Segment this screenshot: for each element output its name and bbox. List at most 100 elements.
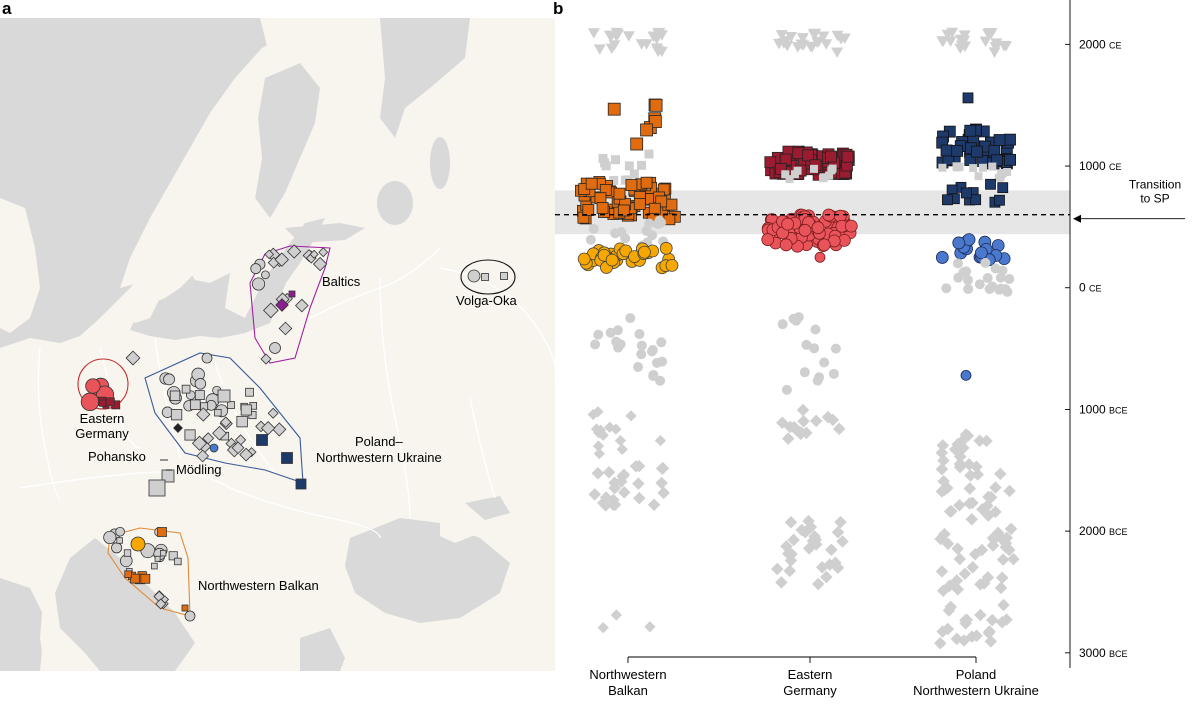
grey-circle-point — [941, 283, 952, 294]
map-orange-square — [140, 573, 151, 584]
grey-circle-point — [644, 218, 655, 229]
grey-diamond-point — [936, 439, 950, 452]
grey-diamond-point — [825, 543, 838, 556]
grey-square-point — [620, 175, 630, 185]
aegean-sea — [300, 628, 345, 671]
grey-diamond-point — [974, 578, 987, 591]
map-grey-square — [159, 549, 167, 557]
germany-circle-point — [811, 221, 825, 235]
dates-chart: 2000 CE 1000 CE 0 CE 1000 BCE 2000 BCE 3000 B… — [555, 0, 1185, 698]
poland-square-point — [960, 187, 972, 199]
grey-diamond-point — [608, 498, 622, 512]
grey-diamond-point — [966, 561, 979, 574]
grey-diamond-point — [592, 406, 604, 418]
grey-diamond-point — [602, 465, 616, 479]
grey-circle-point — [997, 265, 1008, 276]
map-grey-diamond — [278, 321, 293, 336]
grey-circle-point — [810, 324, 821, 335]
baltics-outline — [249, 245, 331, 364]
lake-onega — [430, 137, 450, 189]
label-pohansko: Pohansko — [88, 449, 146, 464]
grey-triangle-point — [651, 45, 664, 56]
grey-diamond-point — [995, 532, 1008, 545]
grey-circle-point — [634, 329, 645, 340]
grey-diamond-point — [950, 632, 964, 646]
grey-diamond-point — [996, 553, 1010, 566]
grey-diamond-point — [995, 616, 1009, 629]
grey-triangle-point — [650, 34, 663, 45]
grey-circle-point — [1000, 284, 1011, 295]
grey-square-point — [974, 172, 983, 181]
grey-diamond-point — [994, 467, 1007, 481]
grey-diamond-point — [941, 622, 955, 636]
grey-diamond-point — [770, 562, 784, 576]
map-site-markers — [80, 244, 508, 622]
map-grey-diamond — [287, 244, 302, 259]
map-orange-square — [124, 570, 132, 579]
scandinavia — [120, 23, 330, 288]
river-elbe — [99, 347, 141, 449]
grey-diamond-point — [647, 498, 661, 512]
balkan-square-point — [596, 202, 609, 214]
germany-square-point — [824, 150, 837, 163]
map-grey-circle — [261, 270, 270, 280]
map-grey-diamond — [260, 420, 276, 436]
river-oder — [154, 337, 181, 459]
grey-circle-point — [828, 368, 839, 379]
y-tick-label: 1000 CE — [1079, 159, 1122, 173]
grey-triangle-point — [831, 30, 844, 42]
grey-diamond-point — [590, 423, 603, 435]
grey-diamond-point — [1004, 522, 1018, 536]
balkan-circle-point — [665, 258, 679, 272]
y-tick-label: 0 CE — [1079, 281, 1102, 295]
grey-triangle-point — [608, 40, 621, 51]
grey-diamond-point — [784, 516, 798, 529]
grey-triangle-point — [809, 28, 822, 40]
white-sea — [380, 18, 470, 138]
grey-diamond-point — [999, 540, 1013, 554]
balkan-square-point — [594, 192, 607, 205]
adriatic-sea — [40, 538, 195, 671]
grey-triangle-point — [652, 28, 665, 39]
poland-square-point — [1004, 133, 1016, 146]
grey-triangle-point — [831, 47, 844, 58]
map-grey-circle — [251, 277, 266, 291]
balkan-square-point — [585, 177, 598, 190]
map-grey-square — [123, 549, 132, 557]
map-grey-diamond — [274, 252, 289, 267]
grey-triangle-point — [796, 33, 809, 44]
map-grey-square — [481, 273, 489, 281]
grey-diamond-point — [966, 496, 979, 510]
poland-square-point — [951, 144, 964, 157]
grey-square-point — [809, 164, 818, 173]
grey-square-point — [819, 174, 828, 183]
lake-ladoga — [377, 181, 413, 225]
tyrrhenian-sea — [0, 578, 45, 671]
map-grey-square-modling — [148, 479, 166, 497]
grey-triangle-point — [990, 42, 1003, 53]
x-tick-label: Balkan — [608, 683, 648, 698]
panel-label-b: b — [553, 0, 564, 18]
map-grey-diamond — [263, 302, 279, 319]
grey-circle-point — [984, 283, 995, 294]
grey-square-point — [644, 149, 654, 159]
grey-square-point — [785, 175, 794, 184]
grey-diamond-point — [782, 547, 795, 560]
poland-square-point — [985, 178, 996, 190]
germany-square-point — [774, 163, 787, 175]
grey-circle-point — [830, 343, 841, 354]
grey-diamond-point — [986, 613, 999, 627]
map-grey-diamond — [125, 350, 141, 366]
grey-diamond-point — [970, 460, 983, 473]
grey-triangle-point — [587, 28, 600, 39]
grey-diamond-point — [797, 414, 810, 428]
grey-diamond-point — [617, 468, 631, 482]
map-red-square — [99, 399, 107, 407]
grey-diamond-point — [834, 515, 847, 529]
grey-diamond-point — [617, 486, 631, 499]
poland-square-point — [971, 145, 983, 158]
grey-circle-point — [611, 336, 622, 347]
grey-triangle-point — [946, 27, 959, 39]
grey-square-point — [938, 163, 947, 172]
grey-circle-point — [620, 233, 631, 244]
